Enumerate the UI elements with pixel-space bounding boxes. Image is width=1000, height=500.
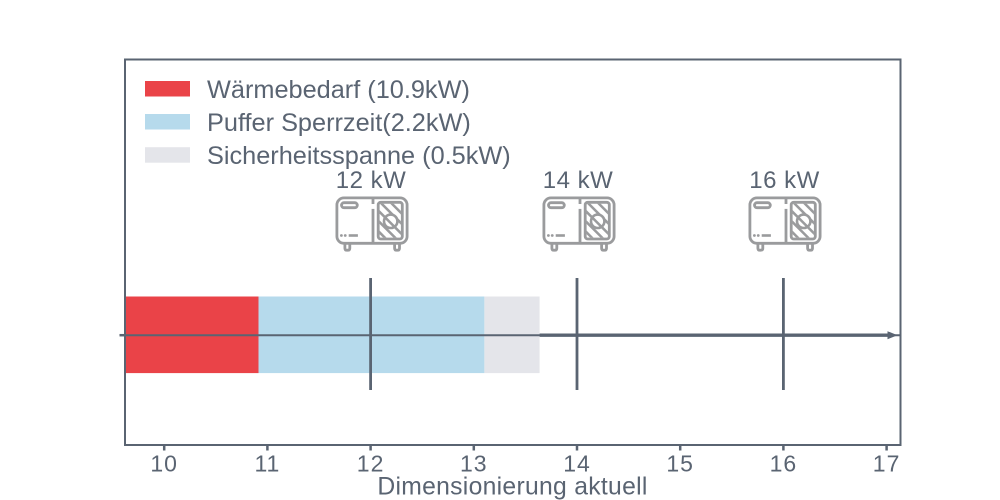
svg-text:17: 17: [873, 451, 901, 477]
svg-text:Wärmebedarf (10.9kW): Wärmebedarf (10.9kW): [207, 76, 470, 104]
svg-text:Dimensionierung aktuell: Dimensionierung aktuell: [377, 474, 647, 500]
svg-text:16: 16: [770, 451, 798, 477]
svg-text:12 kW: 12 kW: [336, 167, 407, 194]
svg-text:Sicherheitsspanne (0.5kW): Sicherheitsspanne (0.5kW): [207, 142, 511, 170]
svg-text:16 kW: 16 kW: [749, 167, 820, 194]
svg-text:10: 10: [150, 451, 178, 477]
svg-text:14: 14: [563, 451, 591, 477]
svg-text:Puffer Sperrzeit(2.2kW): Puffer Sperrzeit(2.2kW): [207, 109, 471, 137]
svg-text:13: 13: [460, 451, 488, 477]
svg-text:12: 12: [357, 451, 385, 477]
svg-text:15: 15: [666, 451, 694, 477]
svg-text:11: 11: [254, 451, 280, 477]
svg-text:14 kW: 14 kW: [543, 167, 614, 194]
